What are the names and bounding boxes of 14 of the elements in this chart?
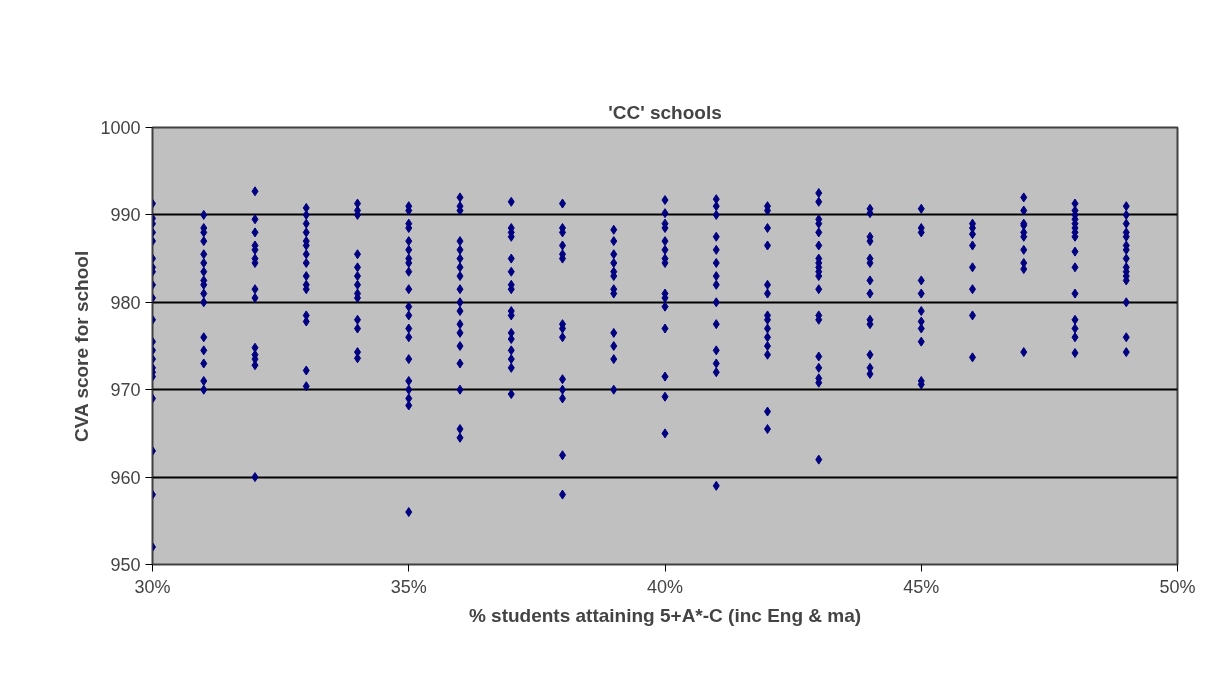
y-axis-title: CVA score for school xyxy=(71,250,93,442)
x-tick-label: 45% xyxy=(903,576,940,597)
x-axis-title: % students attaining 5+A*-C (inc Eng & ma) xyxy=(468,604,862,626)
y-tick-label: 990 xyxy=(110,205,141,226)
y-tick-label: 970 xyxy=(110,380,141,401)
x-tick-label: 40% xyxy=(646,576,684,597)
y-tick-label: 960 xyxy=(110,467,141,488)
x-tick-label: 30% xyxy=(134,576,171,597)
x-tick-label: 35% xyxy=(390,576,427,597)
y-tick-label: 980 xyxy=(110,292,141,313)
chart-title: 'CC' schools xyxy=(608,101,722,123)
y-tick-label: 950 xyxy=(110,555,141,575)
y-tick-label: 1000 xyxy=(100,118,141,138)
x-tick-label: 50% xyxy=(1159,576,1196,597)
